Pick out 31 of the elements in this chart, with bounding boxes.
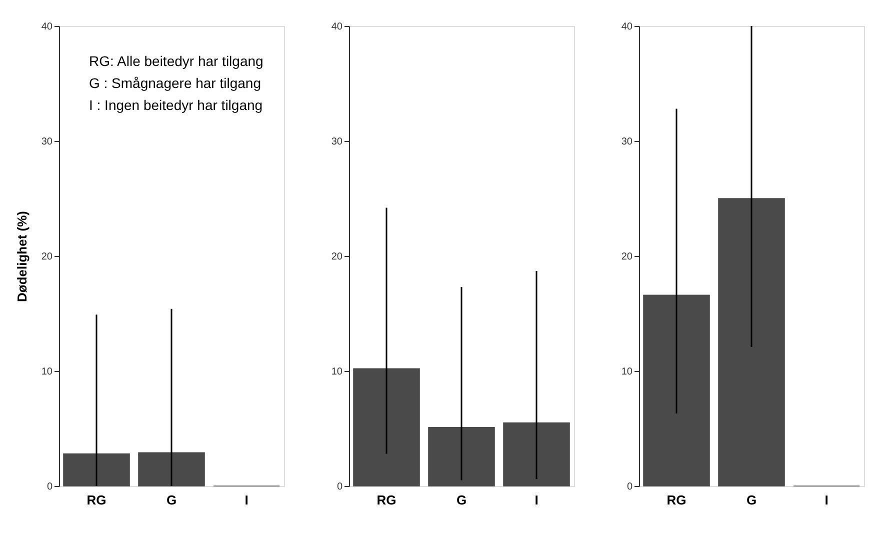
y-tick-label: 0 [336,482,343,492]
x-tick-label: RG [376,492,396,508]
y-tick-label: 30 [621,136,633,148]
x-tick-label: RG [86,492,106,508]
y-tick-label: 30 [41,136,53,148]
y-tick-label: 10 [331,366,343,378]
y-tick-label: 10 [41,366,53,378]
y-tick-label: 40 [41,22,53,32]
x-tick-label: G [746,492,757,508]
annotation: G : Smågnagere har tilgang [89,75,261,91]
y-tick-label: 20 [41,252,53,262]
bar [503,422,570,486]
y-tick-label: 20 [331,252,343,262]
annotation: RG: Alle beitedyr har tilgang [89,53,264,69]
bar [353,368,420,486]
y-tick-label: 20 [621,252,633,262]
x-tick-label: G [166,492,177,508]
y-axis-title: Dødelighet (%) [14,211,30,302]
annotation: I : Ingen beitedyr har tilgang [89,97,263,113]
x-tick-label: I [244,492,248,508]
bar [428,426,495,486]
y-tick-label: 40 [621,22,633,32]
x-tick-label: RG [666,492,686,508]
y-tick-label: 10 [621,366,633,378]
y-tick-label: 0 [46,482,53,492]
y-tick-label: 30 [331,136,343,148]
y-tick-label: 40 [331,22,343,32]
x-tick-label: I [824,492,828,508]
x-tick-label: G [456,492,467,508]
y-tick-label: 0 [626,482,633,492]
x-tick-label: I [534,492,538,508]
